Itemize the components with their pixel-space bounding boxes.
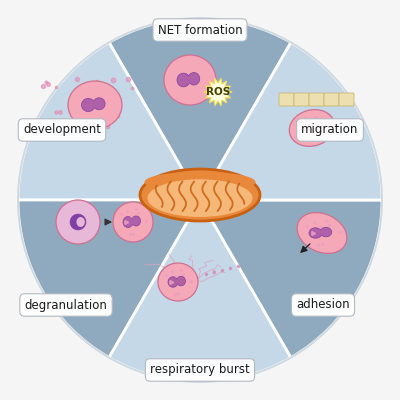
- Text: ROS: ROS: [206, 87, 230, 97]
- FancyBboxPatch shape: [339, 93, 354, 106]
- Wedge shape: [200, 42, 382, 200]
- Wedge shape: [18, 200, 200, 358]
- Ellipse shape: [289, 110, 335, 146]
- Text: NET formation: NET formation: [158, 24, 242, 36]
- Text: degranulation: degranulation: [24, 298, 108, 312]
- Ellipse shape: [56, 200, 100, 244]
- Ellipse shape: [318, 230, 323, 235]
- Ellipse shape: [309, 125, 313, 130]
- Ellipse shape: [176, 276, 186, 286]
- Ellipse shape: [130, 219, 134, 224]
- Ellipse shape: [132, 216, 140, 226]
- Ellipse shape: [297, 212, 347, 254]
- Ellipse shape: [140, 169, 260, 221]
- Text: migration: migration: [301, 124, 359, 136]
- Ellipse shape: [177, 73, 190, 87]
- Ellipse shape: [93, 98, 105, 110]
- Text: adhesion: adhesion: [296, 298, 350, 312]
- Ellipse shape: [70, 214, 86, 230]
- Text: development: development: [23, 124, 101, 136]
- Ellipse shape: [148, 179, 252, 217]
- Ellipse shape: [123, 216, 133, 228]
- Ellipse shape: [168, 277, 178, 287]
- Ellipse shape: [113, 202, 153, 242]
- Ellipse shape: [76, 217, 85, 227]
- Ellipse shape: [91, 101, 96, 108]
- Ellipse shape: [310, 122, 321, 132]
- Ellipse shape: [144, 172, 256, 192]
- Text: respiratory burst: respiratory burst: [150, 364, 250, 376]
- Ellipse shape: [175, 279, 179, 284]
- Wedge shape: [18, 42, 200, 200]
- Ellipse shape: [164, 55, 216, 105]
- Polygon shape: [204, 78, 232, 106]
- Ellipse shape: [188, 72, 200, 85]
- Wedge shape: [109, 18, 291, 200]
- Wedge shape: [109, 200, 291, 382]
- Ellipse shape: [186, 76, 191, 83]
- FancyBboxPatch shape: [309, 93, 324, 106]
- Ellipse shape: [309, 228, 322, 238]
- FancyBboxPatch shape: [279, 93, 294, 106]
- Ellipse shape: [158, 263, 198, 301]
- Ellipse shape: [320, 227, 332, 237]
- FancyBboxPatch shape: [294, 93, 309, 106]
- Ellipse shape: [300, 123, 312, 133]
- Wedge shape: [200, 200, 382, 358]
- Ellipse shape: [82, 98, 95, 112]
- FancyBboxPatch shape: [324, 93, 339, 106]
- Ellipse shape: [68, 81, 122, 129]
